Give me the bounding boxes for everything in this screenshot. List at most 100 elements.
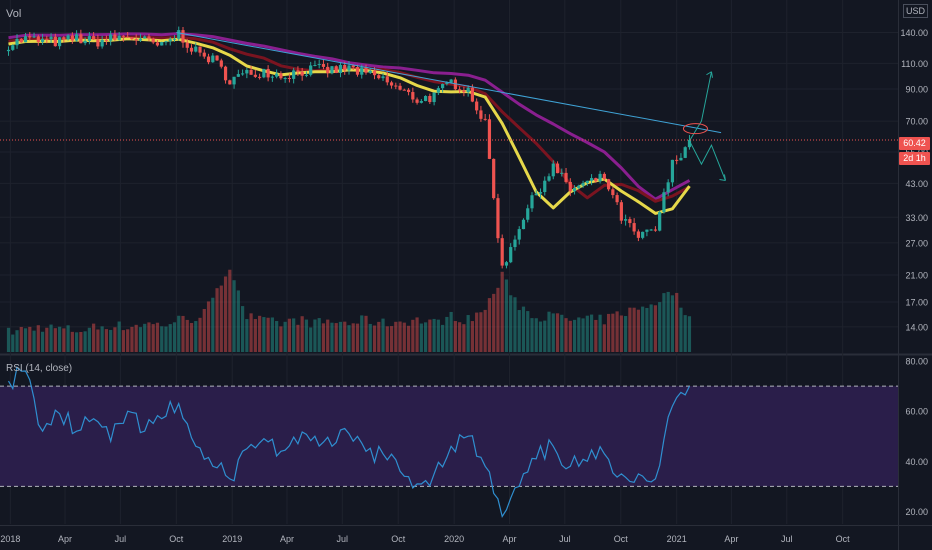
highlight-ellipse[interactable] [682, 123, 708, 135]
candle-body [560, 172, 564, 174]
volume-bar [143, 323, 147, 352]
candle-body [445, 82, 449, 85]
volume-bar [177, 315, 181, 352]
volume-bar [615, 311, 619, 352]
candle-body [75, 34, 79, 41]
candle-body [300, 71, 304, 76]
volume-bar [475, 312, 479, 352]
volume-bar [75, 332, 79, 352]
volume-bar [109, 329, 113, 352]
time-tick-label: 2019 [222, 534, 242, 544]
volume-bar [253, 319, 257, 352]
volume-bar [513, 297, 517, 352]
volume-bar [232, 280, 236, 352]
candle-body [568, 181, 572, 192]
candle-body [449, 79, 453, 83]
volume-bar [530, 318, 534, 352]
candle-body [219, 60, 223, 67]
candle-body [411, 92, 415, 100]
trendline[interactable] [176, 32, 722, 134]
volume-bar [292, 318, 296, 352]
candle-body [151, 38, 155, 43]
candle-body [134, 38, 138, 41]
candle-body [389, 82, 394, 86]
candle-body [177, 30, 181, 39]
volume-bar [113, 327, 117, 352]
volume-bar [313, 319, 317, 352]
candle-body [326, 66, 330, 74]
volume-indicator-label[interactable]: Vol [6, 8, 22, 20]
volume-bar [649, 304, 653, 352]
candle-body [585, 180, 589, 184]
volume-bar [560, 314, 564, 352]
time-tick-label: Apr [724, 534, 738, 544]
candle-body [372, 70, 377, 76]
candle-body [606, 179, 611, 190]
candle-body [23, 36, 28, 43]
volume-bar [547, 311, 551, 352]
candles[interactable] [6, 26, 692, 269]
candle-body [687, 139, 692, 148]
candle-body [483, 118, 487, 120]
candle-body [262, 68, 266, 78]
price-tick-label: 33.00 [905, 213, 928, 223]
volume-bar [181, 315, 185, 352]
volume-bar [53, 328, 57, 352]
bearish-projection[interactable] [689, 140, 726, 181]
rsi-area [0, 385, 898, 487]
volume-bar [198, 317, 202, 352]
volume-bar [223, 276, 228, 352]
candle-body [496, 198, 500, 239]
candle-body [304, 74, 309, 76]
time-tick-label: 2021 [667, 534, 687, 544]
volume-bars [6, 269, 692, 352]
candle-body [394, 85, 398, 87]
candle-body [279, 73, 283, 79]
volume-bar [300, 316, 304, 352]
volume-bar [653, 305, 658, 352]
volume-bar [436, 319, 440, 352]
bullish-projection[interactable] [689, 71, 712, 142]
candle-body [619, 202, 623, 221]
volume-bar [555, 313, 560, 352]
rsi-indicator-label[interactable]: RSI (14, close) [6, 363, 73, 374]
candle-body [462, 90, 466, 93]
candle-body [509, 247, 513, 263]
candle-body [83, 40, 87, 44]
rsi-series-line[interactable] [7, 366, 691, 519]
candle-body [653, 229, 658, 231]
volume-bar [334, 323, 338, 352]
candle-body [572, 188, 577, 192]
currency-badge[interactable]: USD [902, 4, 928, 18]
volume-bar [249, 313, 253, 352]
volume-bar [577, 317, 581, 352]
volume-bar [526, 311, 530, 352]
candle-body [53, 36, 57, 47]
volume-bar [441, 324, 445, 352]
drawings[interactable] [0, 32, 898, 181]
candle-body [347, 65, 351, 71]
candle-body [181, 30, 185, 43]
volume-bar [402, 322, 406, 352]
candle-body [517, 229, 521, 240]
candle-body [564, 172, 568, 182]
volume-bar [11, 334, 15, 352]
rsi-line [7, 366, 691, 519]
volume-bar [104, 329, 108, 352]
candle-body [662, 192, 666, 213]
volume-bar [236, 290, 240, 352]
volume-bar [594, 319, 598, 352]
candle-body [504, 262, 509, 266]
volume-bar [598, 314, 602, 352]
candle-body [117, 35, 121, 40]
volume-bar [500, 271, 504, 352]
rsi-tick-label: 40.00 [905, 457, 928, 467]
candle-body [458, 89, 462, 91]
volume-bar [509, 295, 513, 352]
candle-body [292, 70, 296, 79]
candle-body [283, 77, 287, 79]
candle-body [143, 36, 147, 39]
candle-body [500, 238, 504, 266]
price-tick-label: 21.00 [905, 271, 928, 281]
